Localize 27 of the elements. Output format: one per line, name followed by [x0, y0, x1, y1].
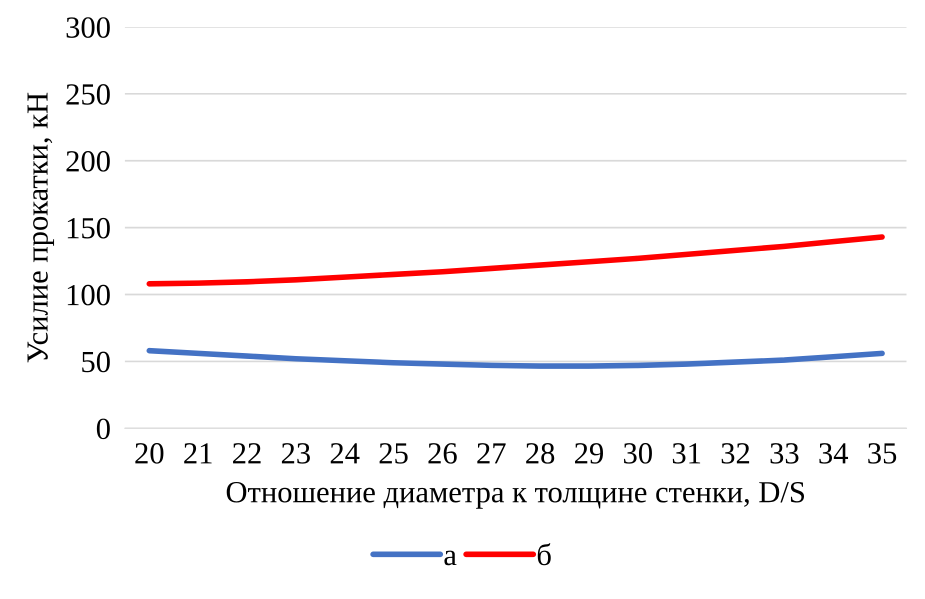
y-tick-label: 100: [68, 284, 110, 306]
x-tick-label: 25: [380, 443, 408, 464]
x-tick-label: 21: [184, 443, 212, 464]
x-tick-label: 24: [330, 443, 360, 464]
x-tick-label: 26: [428, 443, 457, 464]
x-tick-label: 35: [868, 443, 896, 464]
x-tick-label: 22: [233, 443, 261, 464]
x-tick-label: 32: [722, 443, 750, 464]
x-tick-label: 20: [135, 443, 164, 464]
x-tick-label: 33: [770, 443, 798, 464]
y-tick-label: 250: [66, 84, 110, 105]
y-tick-label: 200: [66, 151, 110, 172]
x-axis-title: Отношение диаметра к толщине стенки, D/S: [226, 482, 804, 509]
y-tick-label: 0: [96, 418, 110, 440]
x-tick-label: 27: [477, 443, 506, 464]
y-tick-label: 50: [82, 352, 110, 372]
x-tick-label: 30: [624, 443, 652, 464]
x-tick-label: 31: [672, 443, 700, 464]
y-axis-title: Усилие прокатки, кН: [28, 92, 54, 362]
x-tick-label: 28: [526, 443, 554, 464]
legend-label: а: [444, 550, 457, 566]
x-tick-label: 29: [575, 443, 603, 464]
x-tick-label: 23: [282, 443, 310, 464]
y-tick-label: 150: [68, 218, 110, 239]
legend-label: б: [538, 543, 551, 566]
x-tick-label: 34: [819, 443, 848, 464]
y-tick-label: 300: [66, 17, 110, 38]
